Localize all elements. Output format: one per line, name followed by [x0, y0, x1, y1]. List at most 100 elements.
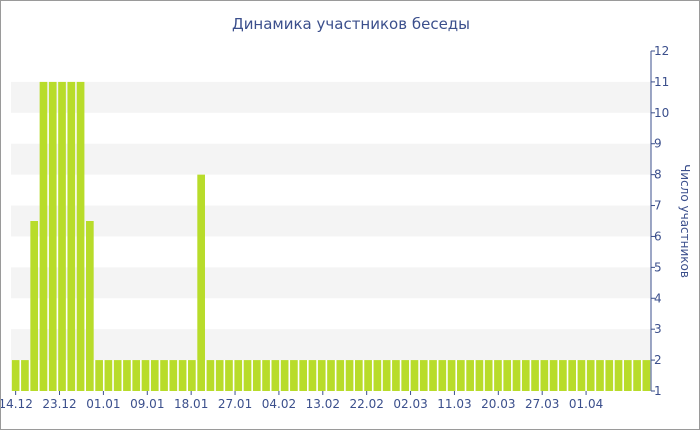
bar[interactable]: [234, 360, 243, 391]
bar[interactable]: [466, 360, 474, 391]
bar[interactable]: [382, 360, 391, 391]
bar[interactable]: [243, 360, 252, 391]
bar[interactable]: [354, 360, 363, 391]
bar[interactable]: [531, 360, 539, 391]
grid-band: [11, 267, 651, 299]
bar[interactable]: [48, 81, 57, 391]
x-tick-label: 23.12: [42, 397, 76, 411]
y-tick-label: 6: [654, 229, 662, 243]
x-tick-label: 27.01: [218, 397, 252, 411]
bar[interactable]: [150, 360, 159, 391]
bar[interactable]: [549, 360, 558, 391]
y-tick-label: 7: [654, 199, 662, 213]
bar[interactable]: [447, 360, 456, 391]
bar[interactable]: [494, 360, 502, 391]
bar[interactable]: [540, 360, 549, 391]
bar[interactable]: [30, 221, 39, 391]
bar[interactable]: [364, 360, 372, 391]
y-axis-label: Число участников: [678, 164, 692, 278]
bar[interactable]: [252, 360, 261, 391]
bar[interactable]: [577, 360, 586, 391]
bar[interactable]: [86, 221, 94, 391]
bar[interactable]: [568, 360, 576, 391]
bar[interactable]: [188, 360, 196, 391]
bar[interactable]: [225, 360, 233, 391]
y-tick-label: 4: [654, 291, 662, 305]
x-tick-label: 01.04: [569, 397, 603, 411]
bar[interactable]: [262, 360, 270, 391]
bar[interactable]: [280, 360, 289, 391]
grid-bands: [11, 81, 651, 361]
bar[interactable]: [308, 360, 317, 391]
x-tick-label: 01.01: [86, 397, 120, 411]
y-tick-label: 12: [654, 44, 669, 58]
bar[interactable]: [633, 360, 641, 391]
bar[interactable]: [123, 360, 131, 391]
bar[interactable]: [345, 360, 354, 391]
x-tick-label: 18.01: [174, 397, 208, 411]
y-tick-label: 2: [654, 353, 662, 367]
bar[interactable]: [271, 360, 280, 391]
bar[interactable]: [457, 360, 465, 391]
x-tick-label: 20.03: [481, 397, 515, 411]
x-tick-label: 02.03: [393, 397, 427, 411]
bar[interactable]: [373, 360, 382, 391]
bar[interactable]: [317, 360, 326, 391]
x-tick-label: 27.03: [525, 397, 559, 411]
bar[interactable]: [215, 360, 224, 391]
bar[interactable]: [512, 360, 521, 391]
bar[interactable]: [438, 360, 447, 391]
bar[interactable]: [596, 360, 604, 391]
bar[interactable]: [429, 360, 437, 391]
bar[interactable]: [299, 360, 308, 391]
grid-band: [11, 329, 651, 361]
bar[interactable]: [392, 360, 400, 391]
x-tick-label: 13.02: [306, 397, 340, 411]
bar[interactable]: [206, 360, 215, 391]
bar[interactable]: [623, 360, 632, 391]
bar[interactable]: [21, 360, 29, 391]
bar[interactable]: [169, 360, 178, 391]
bar[interactable]: [104, 360, 113, 391]
bar[interactable]: [160, 360, 168, 391]
x-tick-label: 22.02: [349, 397, 383, 411]
bar[interactable]: [141, 360, 150, 391]
bar[interactable]: [58, 81, 66, 391]
bar[interactable]: [290, 360, 298, 391]
bar[interactable]: [327, 360, 335, 391]
bar[interactable]: [484, 360, 493, 391]
bars: [11, 81, 651, 391]
bar[interactable]: [113, 360, 122, 391]
bar[interactable]: [336, 360, 345, 391]
bar[interactable]: [11, 360, 20, 391]
y-tick-label: 5: [654, 260, 662, 274]
x-tick-label: 14.12: [1, 397, 33, 411]
chart-title: Динамика участников беседы: [232, 15, 470, 33]
y-tick-label: 10: [654, 106, 669, 120]
bar[interactable]: [586, 360, 595, 391]
bar[interactable]: [475, 360, 484, 391]
bar[interactable]: [419, 360, 428, 391]
bar[interactable]: [132, 360, 141, 391]
x-tick-label: 09.01: [130, 397, 164, 411]
bar[interactable]: [39, 81, 48, 391]
bar[interactable]: [642, 360, 651, 391]
bar[interactable]: [521, 360, 530, 391]
bar[interactable]: [95, 360, 103, 391]
x-axis-ticks: 14.12 23.12 01.01 09.01 18.01 27.01 04.02 13.02…: [1, 391, 603, 411]
bar[interactable]: [503, 360, 512, 391]
bar[interactable]: [76, 81, 85, 391]
x-tick-label: 11.03: [437, 397, 471, 411]
bar[interactable]: [605, 360, 614, 391]
grid-band: [11, 205, 651, 237]
bar[interactable]: [197, 174, 205, 391]
bar[interactable]: [614, 360, 623, 391]
bar[interactable]: [559, 360, 567, 391]
bar[interactable]: [401, 360, 410, 391]
bar[interactable]: [67, 81, 76, 391]
bar[interactable]: [410, 360, 419, 391]
bar[interactable]: [178, 360, 187, 391]
